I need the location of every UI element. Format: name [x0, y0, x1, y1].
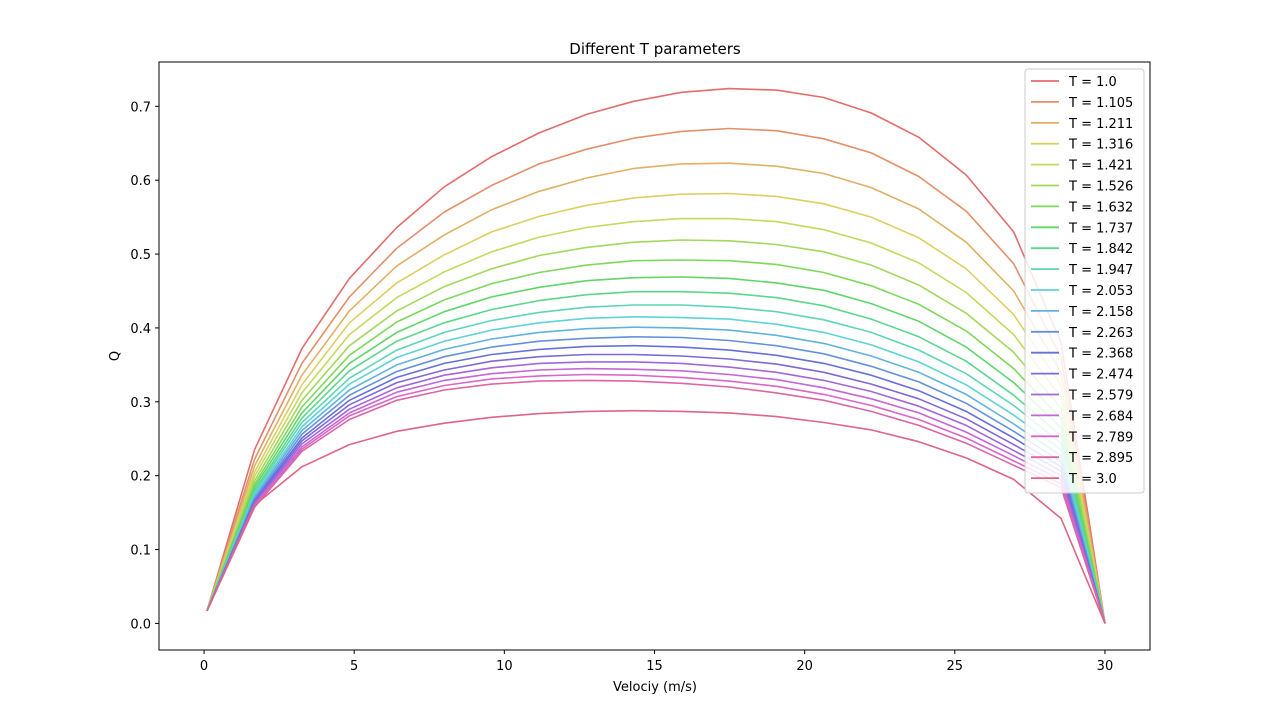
y-tick-label: 0.3: [130, 396, 151, 411]
legend-label: T = 1.842: [1068, 242, 1133, 257]
series-line-2: [206, 162, 1106, 624]
series-line-1: [206, 127, 1106, 624]
series-line-19: [206, 409, 1106, 624]
series-line-4: [206, 217, 1106, 624]
y-tick-label: 0.7: [130, 100, 151, 115]
y-axis-label: Q: [108, 351, 123, 361]
legend-label: T = 2.368: [1068, 347, 1133, 362]
legend-label: T = 1.316: [1068, 138, 1133, 153]
legend-box: [1024, 68, 1145, 494]
y-tick-label: 0.1: [130, 544, 151, 559]
series-line-12: [206, 335, 1106, 624]
series-line-5: [206, 239, 1106, 624]
legend-label: T = 2.158: [1068, 305, 1133, 320]
legend: T = 1.0 T = 1.105 T = 1.211 T = 1.316 T = 1.…: [1024, 68, 1145, 494]
x-tick-label: 20: [796, 659, 813, 674]
legend-label: T = 2.895: [1068, 451, 1133, 466]
series-line-6: [206, 259, 1106, 624]
y-tick-label: 0.4: [130, 322, 151, 337]
plot-area: [158, 61, 1151, 651]
legend-label: T = 1.632: [1068, 200, 1133, 215]
y-tick-label: 0.6: [130, 174, 151, 189]
legend-label: T = 3.0: [1068, 472, 1117, 487]
series-line-8: [206, 290, 1106, 624]
legend-label: T = 2.263: [1068, 326, 1133, 341]
x-tick-label: 5: [350, 659, 358, 674]
series-line-16: [206, 367, 1106, 624]
series-line-14: [206, 353, 1106, 624]
legend-label: T = 2.789: [1068, 430, 1133, 445]
x-tick-label: 30: [1097, 659, 1114, 674]
y-tick-label: 0.0: [130, 617, 151, 632]
legend-label: T = 1.105: [1068, 96, 1133, 111]
x-tick-label: 25: [947, 659, 964, 674]
x-tick-label: 15: [646, 659, 663, 674]
legend-label: T = 1.947: [1068, 263, 1133, 278]
legend-label: T = 2.053: [1068, 284, 1133, 299]
legend-label: T = 1.0: [1068, 75, 1117, 90]
series-line-18: [206, 379, 1106, 624]
legend-label: T = 2.474: [1068, 368, 1133, 383]
legend-label: T = 1.737: [1068, 221, 1133, 236]
series-line-15: [206, 361, 1106, 624]
series-line-9: [206, 304, 1106, 624]
series-line-10: [206, 315, 1106, 624]
y-tick-label: 0.2: [130, 470, 151, 485]
legend-label: T = 2.684: [1068, 409, 1133, 424]
y-axis: 0.0 0.1 0.2 0.3 0.4 0.5 0.6 0.7: [130, 100, 159, 632]
x-tick-label: 10: [496, 659, 513, 674]
x-axis: 0 5 10 15 20 25 30: [200, 650, 1113, 674]
x-axis-label: Velociy (m/s): [613, 680, 697, 695]
x-tick-label: 0: [200, 659, 208, 674]
series-lines: [206, 87, 1106, 624]
series-line-11: [206, 326, 1106, 624]
legend-label: T = 1.211: [1068, 117, 1133, 132]
series-line-7: [206, 276, 1106, 624]
series-line-3: [206, 192, 1106, 624]
series-line-13: [206, 344, 1106, 624]
series-line-17: [206, 373, 1106, 624]
y-tick-label: 0.5: [130, 248, 151, 263]
legend-label: T = 1.526: [1068, 180, 1133, 195]
chart-title: Different T parameters: [569, 40, 741, 58]
legend-label: T = 2.579: [1068, 389, 1133, 404]
legend-label: T = 1.421: [1068, 159, 1133, 174]
series-line-0: [206, 87, 1106, 624]
